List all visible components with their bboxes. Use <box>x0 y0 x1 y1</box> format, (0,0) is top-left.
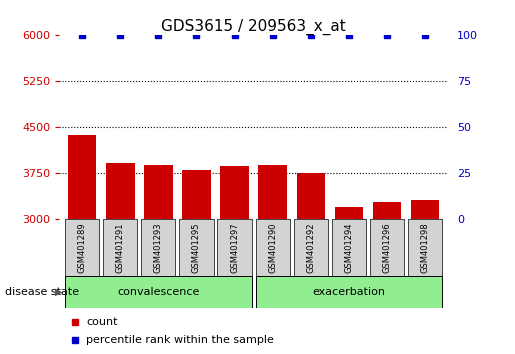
Text: GSM401294: GSM401294 <box>345 223 353 273</box>
Bar <box>259 165 287 219</box>
Text: GSM401290: GSM401290 <box>268 223 277 273</box>
Text: GSM401297: GSM401297 <box>230 222 239 273</box>
FancyBboxPatch shape <box>370 219 404 276</box>
Text: convalescence: convalescence <box>117 287 199 297</box>
Text: GSM401292: GSM401292 <box>306 223 315 273</box>
Text: percentile rank within the sample: percentile rank within the sample <box>87 335 274 344</box>
FancyBboxPatch shape <box>408 219 442 276</box>
FancyBboxPatch shape <box>141 219 176 276</box>
FancyBboxPatch shape <box>217 219 252 276</box>
Bar <box>182 170 211 219</box>
Bar <box>297 173 325 219</box>
Text: GSM401291: GSM401291 <box>116 223 125 273</box>
FancyBboxPatch shape <box>294 219 328 276</box>
FancyBboxPatch shape <box>255 219 290 276</box>
Text: GSM401296: GSM401296 <box>383 222 391 273</box>
FancyBboxPatch shape <box>332 219 366 276</box>
Text: count: count <box>87 318 118 327</box>
FancyBboxPatch shape <box>65 276 252 308</box>
Text: disease state: disease state <box>5 287 79 297</box>
Bar <box>68 135 96 219</box>
Text: GSM401295: GSM401295 <box>192 223 201 273</box>
Bar <box>411 200 439 219</box>
Bar <box>106 163 134 219</box>
FancyBboxPatch shape <box>179 219 214 276</box>
FancyBboxPatch shape <box>65 219 99 276</box>
Title: GDS3615 / 209563_x_at: GDS3615 / 209563_x_at <box>161 19 346 35</box>
Text: ▶: ▶ <box>55 287 63 297</box>
Bar <box>335 207 363 219</box>
FancyBboxPatch shape <box>255 276 442 308</box>
FancyBboxPatch shape <box>103 219 138 276</box>
Text: exacerbation: exacerbation <box>313 287 385 297</box>
Text: GSM401289: GSM401289 <box>78 222 87 273</box>
Text: GSM401298: GSM401298 <box>421 222 430 273</box>
Bar <box>373 202 401 219</box>
Bar <box>220 166 249 219</box>
Text: GSM401293: GSM401293 <box>154 222 163 273</box>
Bar <box>144 165 173 219</box>
